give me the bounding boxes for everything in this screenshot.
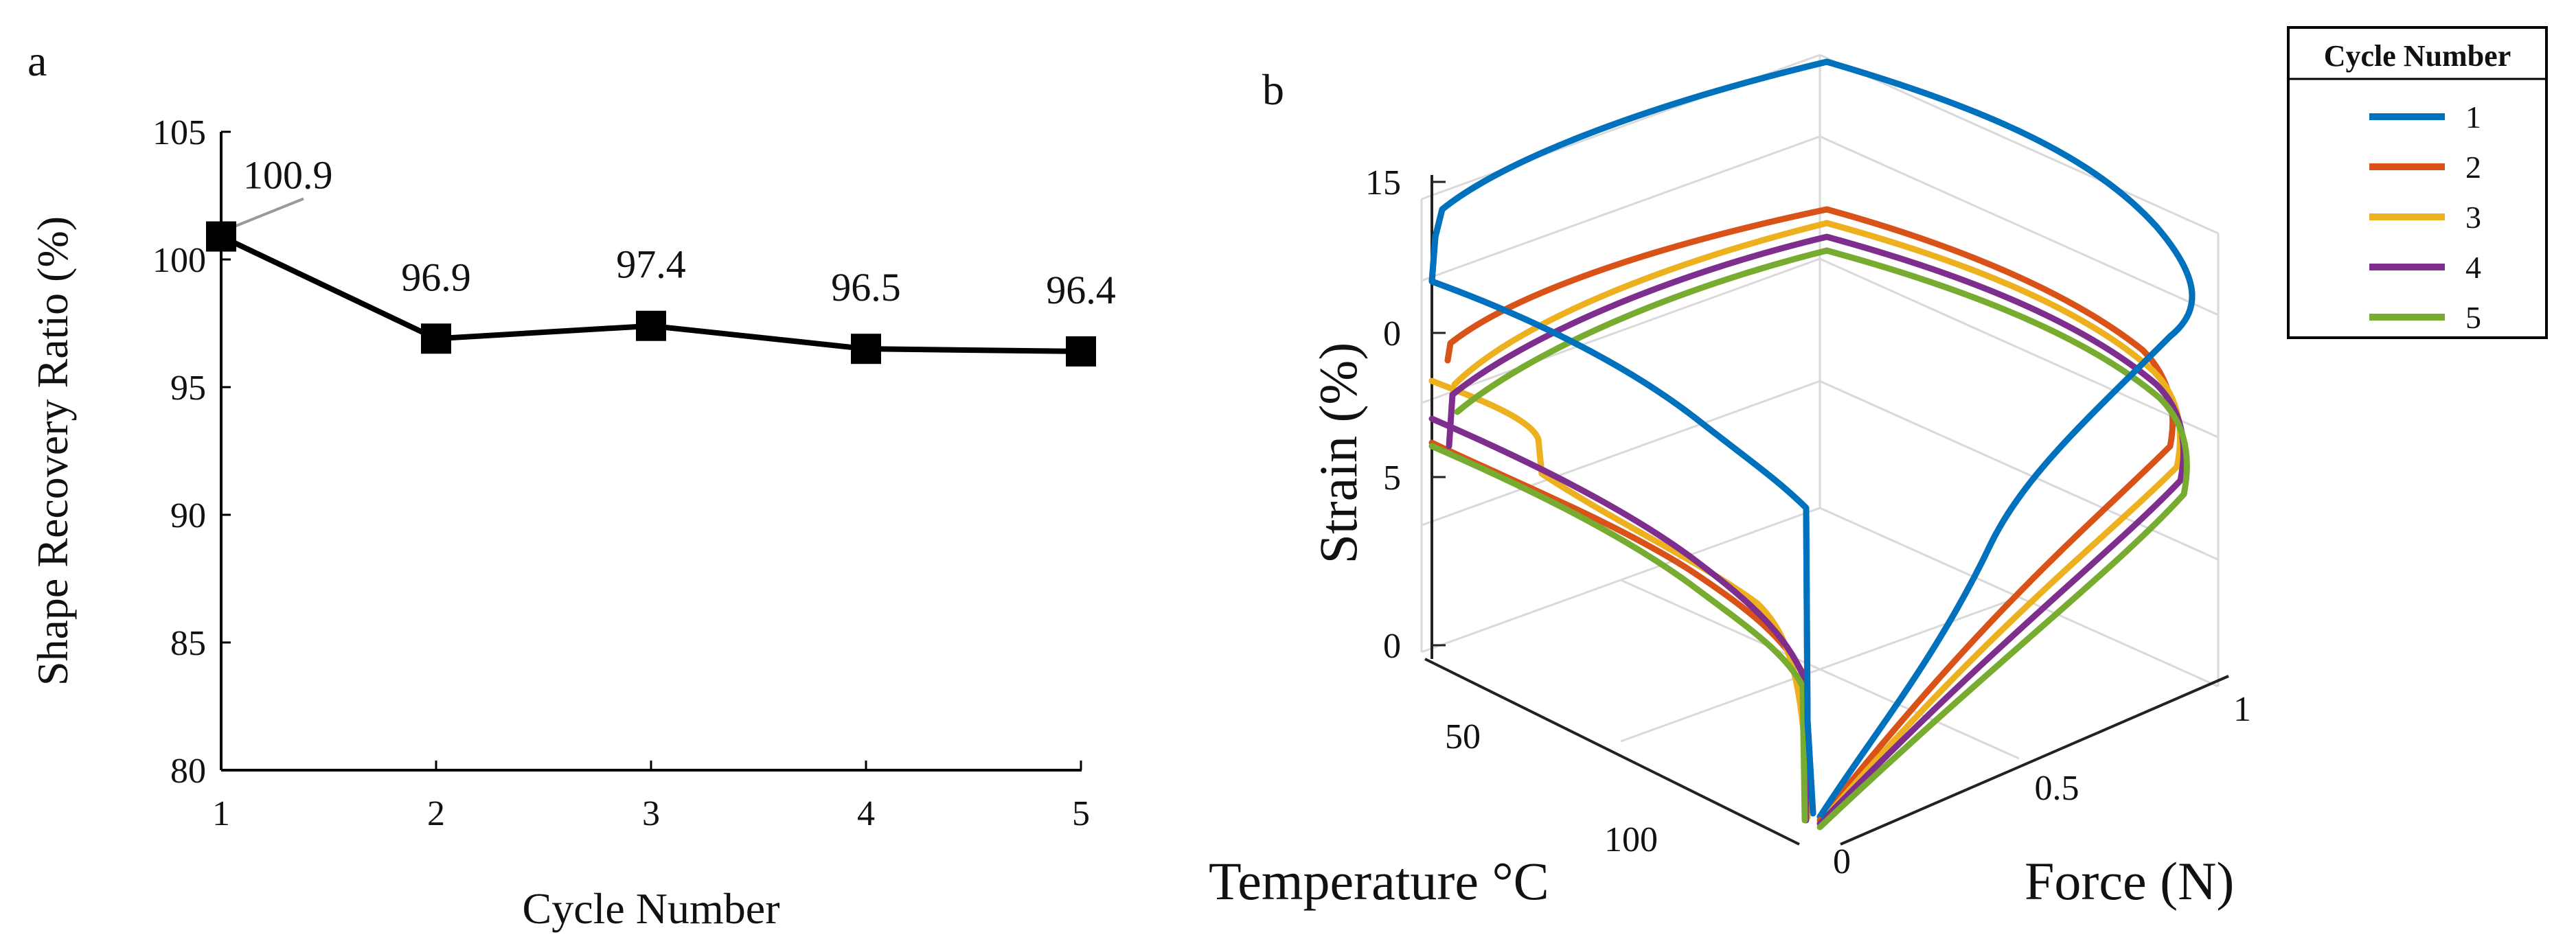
series-1-curve	[1428, 58, 2196, 820]
temperature-axis-title: Temperature °C	[1209, 851, 1549, 911]
y-tick-label: 80	[170, 752, 206, 791]
force-tick-label: 1	[2233, 690, 2251, 729]
temperature-tick-label: 100	[1604, 820, 1658, 859]
curves	[1428, 58, 2196, 831]
z-tick-label: 0	[1383, 627, 1401, 666]
legend-entry-label: 4	[2465, 250, 2481, 285]
force-axis-title: Force (N)	[2025, 851, 2234, 911]
legend-title: Cycle Number	[2324, 39, 2511, 73]
grid-line	[1421, 257, 1821, 404]
data-point-marker	[636, 310, 666, 341]
y-tick-label: 100	[152, 241, 206, 280]
x-tick-label: 4	[857, 794, 875, 833]
axis-line	[1424, 658, 1800, 846]
data-point-marker	[1066, 336, 1096, 367]
legend-box	[2287, 26, 2548, 339]
y-tick-label: 90	[170, 496, 206, 535]
legend: Cycle Number 1 2 3 4 5	[2287, 26, 2548, 339]
axis-line	[1840, 675, 2229, 846]
legend-entry-label: 2	[2465, 150, 2481, 185]
data-label: 100.9	[243, 153, 333, 198]
data-point-marker	[851, 334, 881, 364]
data-point-marker	[206, 221, 236, 252]
force-tick-label: 0	[1833, 842, 1851, 881]
series-5-curve	[1428, 247, 2190, 831]
series-1-curve-top	[1428, 58, 2196, 819]
legend-entry-label: 1	[2465, 100, 2481, 135]
force-tick-label: 0.5	[2035, 769, 2079, 808]
z-tick-label: 5	[1383, 459, 1401, 498]
grid-line	[1819, 380, 2219, 561]
legend-entry-label: 3	[2465, 200, 2481, 235]
y-tick-label: 85	[170, 624, 206, 663]
z-tick-label: 0	[1383, 314, 1401, 354]
grid-line	[1819, 54, 2219, 235]
y-tick-label: 105	[152, 113, 206, 152]
series-4-curve	[1428, 233, 2187, 827]
panel-label-b: b	[1262, 65, 1284, 114]
y-axis-title: Shape Recovery Ratio (%)	[28, 216, 77, 686]
legend-entry-label: 5	[2465, 300, 2481, 335]
grid-line	[1620, 579, 2020, 760]
grid-line	[1819, 135, 2219, 316]
grid-line	[1421, 135, 1821, 282]
data-label: 96.4	[1046, 268, 1116, 312]
x-tick-label: 3	[642, 794, 660, 833]
z-axis-title: Strain (%)	[1308, 343, 1368, 564]
data-point-marker	[421, 323, 451, 354]
x-axis-title: Cycle Number	[523, 884, 780, 933]
y-tick-label: 95	[170, 369, 206, 408]
z-tick-label: 15	[1365, 163, 1401, 202]
data-label: 96.5	[831, 265, 901, 310]
panel-a: 80 85 90 95 100 105 1 2 3 4 5 100.9 96.9 97.4 96.5 96…	[28, 113, 1116, 933]
grid-line	[1819, 257, 2219, 439]
grid-line	[1421, 380, 1821, 526]
label-leader-line	[226, 197, 304, 231]
x-tick-label: 1	[212, 794, 230, 833]
panel-label-a: a	[27, 36, 47, 85]
x-tick-label: 2	[427, 794, 445, 833]
temperature-tick-label: 50	[1445, 717, 1481, 756]
data-label: 96.9	[401, 255, 471, 299]
x-tick-label: 5	[1072, 794, 1090, 833]
data-label: 97.4	[616, 242, 686, 287]
